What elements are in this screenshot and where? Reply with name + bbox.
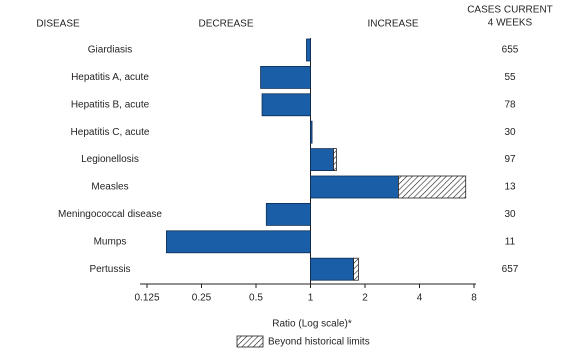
- legend-label: Beyond historical limits: [268, 337, 370, 348]
- cases-value: 655: [502, 45, 519, 56]
- disease-label: Hepatitis A, acute: [71, 72, 149, 83]
- disease-label: Pertussis: [89, 264, 130, 275]
- header: DECREASE: [198, 19, 253, 30]
- bar: [306, 38, 311, 62]
- bar: [265, 202, 311, 226]
- cases-value: 78: [504, 99, 516, 110]
- bar-beyond-limits: [398, 175, 467, 199]
- x-tick-label: 0.125: [134, 293, 159, 304]
- x-axis-label: Ratio (Log scale)*: [272, 319, 352, 330]
- disease-label: Giardiasis: [88, 45, 132, 56]
- cases-value: 97: [504, 154, 516, 165]
- header: 4 WEEKS: [488, 18, 533, 29]
- disease-label: Legionellosis: [81, 154, 139, 165]
- header: INCREASE: [367, 19, 418, 30]
- bar: [260, 66, 311, 89]
- x-tick-label: 0.25: [192, 293, 212, 304]
- header: CASES CURRENT: [467, 5, 553, 16]
- x-tick-label: 2: [362, 293, 368, 304]
- x-tick-label: 0.5: [249, 293, 263, 304]
- disease-label: Hepatitis C, acute: [71, 127, 150, 138]
- x-tick-label: 1: [308, 293, 314, 304]
- bar-beyond-limits: [333, 148, 337, 172]
- bar: [261, 93, 311, 117]
- disease-label: Measles: [91, 182, 128, 193]
- bar: [310, 175, 399, 199]
- disease-label: Meningococcal disease: [58, 209, 162, 220]
- disease-label: Hepatitis B, acute: [71, 99, 150, 110]
- x-tick-label: 4: [417, 293, 423, 304]
- cases-value: 30: [504, 127, 516, 138]
- bar: [166, 230, 311, 254]
- cases-value: 55: [504, 72, 516, 83]
- bar: [310, 148, 334, 172]
- bar: [310, 120, 313, 144]
- cases-value: 11: [505, 236, 516, 247]
- legend-swatch: [236, 335, 264, 348]
- x-tick-label: 8: [471, 293, 477, 304]
- cases-value: 13: [504, 182, 516, 193]
- cases-value: 30: [504, 209, 516, 220]
- bar: [310, 257, 354, 281]
- header: DISEASE: [36, 19, 80, 30]
- bar-beyond-limits: [353, 257, 359, 281]
- cases-value: 657: [502, 264, 519, 275]
- disease-label: Mumps: [94, 236, 127, 247]
